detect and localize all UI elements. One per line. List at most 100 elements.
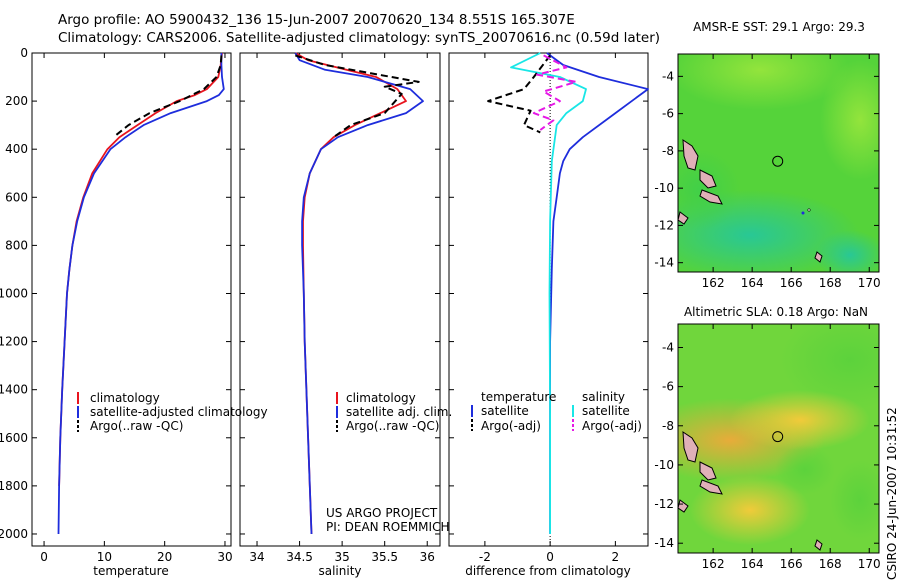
legend-label-temp-argo: Argo(-adj): [481, 419, 541, 433]
sst-map-ytick-label: -14: [654, 256, 674, 270]
difference-series-layer: [487, 52, 649, 534]
sst-profile-marker: [772, 155, 784, 167]
salinity-series-layer: [294, 52, 424, 535]
sla-map-frame: [677, 323, 880, 554]
salinity-xtick-label: 36: [420, 550, 435, 564]
sla-map-xtick-label: 164: [741, 557, 764, 571]
sst-map-ytick-label: -8: [662, 144, 674, 158]
sst-map-frame: [677, 53, 880, 273]
sst-map-ytick-label: -10: [654, 181, 674, 195]
sst-map-ticks: 162 164 166 168 170 -4 -6 -8 -10 -12 -14: [654, 54, 881, 290]
sst-island-5: [814, 251, 823, 263]
sla-island-3: [699, 479, 723, 495]
sst-map-ytick-label: -6: [662, 107, 674, 121]
figure-title-line2: Climatology: CARS2006. Satellite-adjuste…: [58, 30, 660, 46]
sla-map-xtick-label: 166: [780, 557, 803, 571]
temperature-xtick-label: 30: [217, 550, 232, 564]
sst-map-xtick-label: 164: [741, 276, 764, 290]
legend-label-temp-satellite: satellite: [481, 404, 529, 418]
temperature-series-layer: [57, 52, 225, 535]
legend-label-sal-satellite: satellite: [582, 404, 630, 418]
difference-panel-frame: [448, 52, 649, 547]
sla-map-xtick-label: 168: [819, 557, 842, 571]
depth-tick-label: 1000: [0, 286, 28, 300]
creation-timestamp: CSIRO 24-Jun-2007 10:31:52: [885, 407, 899, 580]
legend-group-salinity: salinity: [582, 390, 625, 404]
project-credit: US ARGO PROJECT: [326, 506, 438, 520]
temperature-legend: climatology satellite-adjusted climatolo…: [77, 391, 268, 433]
temperature-panel-frame: [31, 52, 232, 547]
legend-label-climatology: climatology: [90, 391, 160, 405]
sst-map-title: AMSR-E SST: 29.1 Argo: 29.3: [693, 20, 865, 34]
figure-title-line1: Argo profile: AO 5900432_136 15-Jun-2007…: [58, 12, 575, 28]
salinity-axis-ticks: 34 34.5 35 35.5 36: [240, 52, 440, 564]
sla-map-field: [678, 324, 879, 553]
difference-axis-ticks: -2 0 2: [449, 52, 648, 564]
depth-tick-label: 2000: [0, 527, 28, 541]
salinity-xtick-label: 35.5: [371, 550, 398, 564]
sla-map-ytick-label: -6: [662, 380, 674, 394]
sla-field-low-patch-se: [830, 460, 879, 540]
difference-xtick-label: 2: [612, 550, 620, 564]
difference-series-satellite: [546, 52, 649, 534]
difference-axis-label: difference from climatology: [465, 564, 631, 578]
sla-map-ytick-label: -12: [654, 497, 674, 511]
sla-island-4: [678, 499, 689, 513]
sla-map-xtick-label: 162: [702, 557, 725, 571]
legend-group-temperature: temperature: [481, 390, 556, 404]
salinity-series-satellite-adj-clim: [294, 52, 424, 535]
sst-map-xtick-label: 170: [858, 276, 881, 290]
difference-series-argo-adj: [487, 54, 551, 134]
legend-label-satellite-adjusted: satellite-adjusted climatology: [90, 405, 268, 419]
difference-xtick-label: 0: [546, 550, 554, 564]
legend-label-sal-argo: Argo(-adj): [582, 419, 642, 433]
sst-map-xtick-label: 162: [702, 276, 725, 290]
difference-series-argo-adj: [532, 54, 578, 131]
sla-profile-marker: [772, 431, 784, 443]
sla-field-high-patch-mid: [730, 390, 870, 450]
salinity-xtick-label: 34: [249, 550, 264, 564]
legend-label-climatology: climatology: [346, 391, 416, 405]
temperature-series-satellite-adjusted-climatology: [57, 53, 225, 535]
salinity-series-argo-raw-qc: [294, 54, 420, 139]
sla-island-1: [682, 431, 699, 463]
sla-map-ytick-label: -14: [654, 536, 674, 550]
sla-map-title: Altimetric SLA: 0.18 Argo: NaN: [684, 305, 868, 319]
depth-tick-label: 1400: [0, 383, 28, 397]
temperature-xtick-label: 0: [40, 550, 48, 564]
sst-map-field: [678, 54, 879, 272]
temperature-xtick-label: 10: [97, 550, 112, 564]
sst-map-ytick-label: -4: [662, 69, 674, 83]
depth-tick-label: 0: [20, 46, 28, 60]
salinity-axis-label: salinity: [318, 564, 361, 578]
difference-series-satellite: [510, 52, 587, 534]
depth-tick-label: 800: [5, 238, 28, 252]
sla-field-low-patch-ne: [780, 324, 879, 410]
sst-map-ytick-label: -12: [654, 218, 674, 232]
sst-field-cool-patch-se: [815, 230, 879, 272]
sst-map-xtick-label: 168: [819, 276, 842, 290]
sla-map-ytick-label: -8: [662, 419, 674, 433]
depth-tick-label: 1200: [0, 335, 28, 349]
sst-small-island-b: [807, 208, 811, 212]
sst-island-1: [682, 139, 699, 171]
salinity-legend: climatology satellite adj. clim. Argo(..…: [336, 391, 452, 433]
sst-field-warm-patch: [678, 54, 850, 110]
temperature-axis-ticks: 0 10 20 30 0 200 400 600 800 1000 1200 1400 1600 1800…: [0, 46, 233, 564]
sst-island-3: [699, 189, 723, 205]
temperature-axis-label: temperature: [93, 564, 168, 578]
legend-label-argo: Argo(..raw -QC): [90, 419, 183, 433]
salinity-series-climatology: [294, 52, 407, 535]
difference-legend: temperature salinity satellite Argo(-adj…: [471, 390, 642, 433]
sla-map-ticks: 162 164 166 168 170 -4 -6 -8 -10 -12 -14: [654, 324, 881, 571]
salinity-xtick-label: 34.5: [286, 550, 313, 564]
sla-map-ytick-label: -4: [662, 340, 674, 354]
depth-tick-label: 600: [5, 190, 28, 204]
sla-island-2: [699, 461, 717, 481]
salinity-panel-frame: [239, 52, 441, 547]
depth-tick-label: 400: [5, 142, 28, 156]
depth-tick-label: 200: [5, 94, 28, 108]
sla-map-xtick-label: 170: [858, 557, 881, 571]
sst-field-warm-patch-east: [820, 60, 879, 180]
